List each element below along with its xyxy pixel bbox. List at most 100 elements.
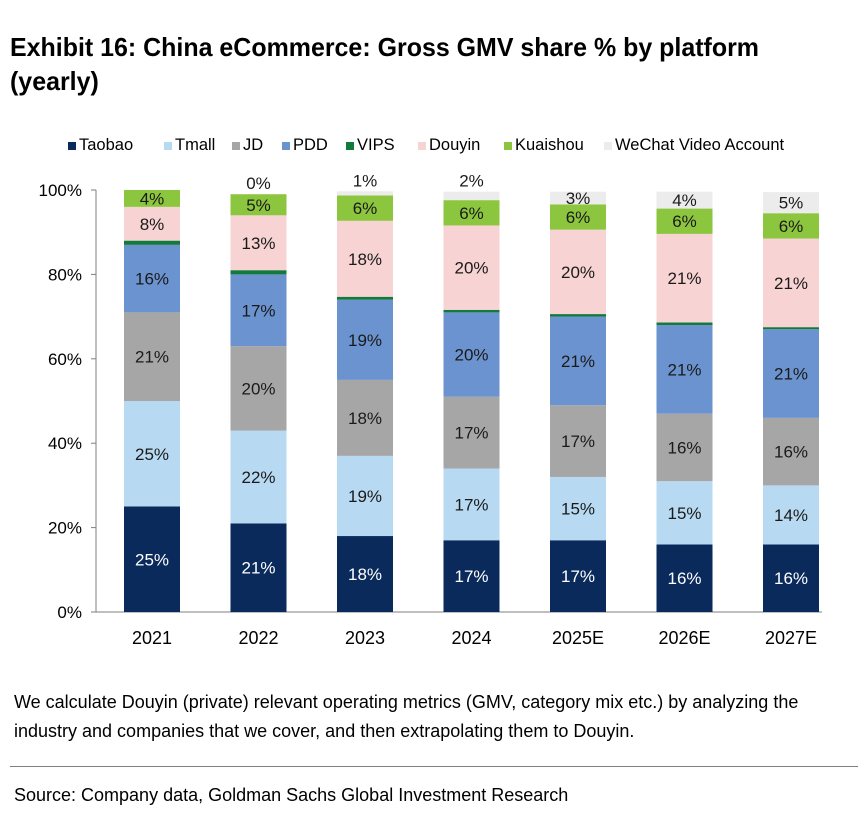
x-tick-label-2022: 2022: [238, 628, 278, 648]
bar-douyin-2025e: [550, 229, 606, 315]
bar-tmall-2024: [443, 468, 500, 541]
data-label-kuaishou-2026e: 6%: [672, 212, 697, 231]
data-label-pdd-2023: 19%: [348, 331, 382, 350]
legend-label-taobao: Taobao: [79, 136, 133, 154]
data-label-kuaishou-2023: 6%: [353, 199, 378, 218]
bar-taobao-2026e: [656, 544, 713, 612]
x-axis: 2021 2022 2023 2024 2025E 2026E 2027E: [132, 628, 817, 648]
source-line: Source: Company data, Goldman Sachs Glob…: [14, 785, 569, 805]
legend-label-tmall: Tmall: [175, 136, 215, 154]
legend-label-vips: VIPS: [357, 136, 395, 154]
data-label-taobao-2023: 18%: [348, 565, 382, 584]
chart-note: We calculate Douyin (private) relevant o…: [14, 692, 799, 741]
bar-douyin-2022: [230, 215, 287, 271]
x-tick-label-2026e: 2026E: [658, 628, 710, 648]
bar-vips-2026e: [656, 322, 713, 326]
data-label-pdd-2027e: 21%: [774, 365, 808, 384]
divider: [10, 766, 858, 767]
y-tick-label: 100%: [39, 181, 82, 200]
chart-title: Exhibit 16: China eCommerce: Gross GMV s…: [10, 32, 759, 96]
legend-swatch-pdd: [282, 142, 290, 150]
bar-taobao-2024: [443, 540, 500, 612]
data-label-douyin-2027e: 21%: [774, 274, 808, 293]
data-label-jd-2021: 21%: [135, 348, 169, 367]
data-label-douyin-2021: 8%: [140, 215, 165, 234]
data-label-kuaishou-2021: 4%: [140, 189, 165, 208]
bar-wechat-video-account-2024: [443, 191, 500, 201]
bar-tmall-2027e: [763, 485, 819, 545]
bar-kuaishou-2023: [337, 195, 393, 221]
data-label-jd-2023: 18%: [348, 409, 382, 428]
data-label-wechat-video-account-2025e: 3%: [566, 189, 591, 208]
bar-douyin-2027e: [763, 238, 819, 328]
data-label-tmall-2025e: 15%: [561, 500, 595, 519]
data-label-wechat-video-account-2022: 0%: [246, 174, 271, 193]
data-label-douyin-2025e: 20%: [561, 263, 595, 282]
data-label-taobao-2024: 17%: [454, 567, 488, 586]
bar-pdd-2025e: [550, 316, 606, 406]
y-tick-label: 0%: [57, 603, 82, 622]
bar-kuaishou-2022: [230, 194, 287, 216]
bar-douyin-2021: [124, 206, 180, 241]
legend-swatch-douyin: [418, 142, 426, 150]
bar-wechat-video-account-2025e: [550, 191, 606, 205]
bar-tmall-2021: [124, 401, 180, 507]
legend-label-jd: JD: [243, 136, 263, 154]
data-label-jd-2026e: 16%: [667, 438, 701, 457]
data-label-pdd-2022: 17%: [241, 301, 275, 320]
bar-kuaishou-2021: [124, 190, 180, 207]
legend-swatch-kuaishou: [504, 142, 512, 150]
bar-jd-2024: [443, 396, 500, 469]
data-label-taobao-2021: 25%: [135, 550, 169, 569]
data-label-jd-2027e: 16%: [774, 443, 808, 462]
x-tick-label-2021: 2021: [132, 628, 172, 648]
data-label-pdd-2026e: 21%: [667, 360, 701, 379]
bar-taobao-2021: [124, 506, 180, 612]
bar-pdd-2027e: [763, 329, 819, 418]
bar-kuaishou-2025e: [550, 204, 606, 230]
bar-jd-2021: [124, 312, 180, 401]
bar-jd-2023: [337, 379, 393, 456]
bar-jd-2022: [230, 346, 287, 431]
bar-kuaishou-2024: [443, 200, 500, 226]
legend-swatch-vips: [346, 142, 354, 150]
data-label-taobao-2025e: 17%: [561, 567, 595, 586]
bar-tmall-2022: [230, 430, 287, 524]
bar-vips-2024: [443, 309, 500, 313]
data-label-pdd-2025e: 21%: [561, 352, 595, 371]
bar-pdd-2023: [337, 299, 393, 380]
x-tick-label-2025e: 2025E: [552, 628, 604, 648]
x-tick-label-2024: 2024: [451, 628, 491, 648]
data-label-taobao-2026e: 16%: [667, 569, 701, 588]
bar-kuaishou-2027e: [763, 213, 819, 239]
legend-swatch-wechat-video-account: [604, 142, 612, 150]
data-label-pdd-2021: 16%: [135, 270, 169, 289]
data-label-tmall-2027e: 14%: [774, 506, 808, 525]
bar-wechat-video-account-2023: [337, 191, 393, 196]
bar-douyin-2024: [443, 225, 500, 310]
data-label-tmall-2022: 22%: [241, 468, 275, 487]
bar-taobao-2022: [230, 523, 287, 612]
bar-taobao-2023: [337, 536, 393, 612]
bar-vips-2022: [230, 270, 287, 275]
bar-pdd-2021: [124, 244, 180, 313]
data-label-tmall-2021: 25%: [135, 445, 169, 464]
bar-vips-2023: [337, 296, 393, 300]
legend-label-pdd: PDD: [293, 136, 328, 154]
data-label-wechat-video-account-2024: 2%: [459, 172, 484, 191]
data-label-douyin-2024: 20%: [454, 259, 488, 278]
data-label-kuaishou-2022: 5%: [246, 196, 271, 215]
data-label-douyin-2022: 13%: [241, 234, 275, 253]
data-label-kuaishou-2024: 6%: [459, 204, 484, 223]
bar-wechat-video-account-2027e: [763, 192, 819, 214]
legend-swatch-jd: [232, 142, 240, 150]
y-tick-label: 80%: [48, 265, 82, 284]
bar-douyin-2026e: [656, 233, 713, 323]
chart-legend: Taobao Tmall JD PDD VIPS Douyin Kuaishou WeChat…: [68, 136, 785, 154]
data-label-taobao-2022: 21%: [241, 559, 275, 578]
legend-label-wechat-video-account: WeChat Video Account: [615, 136, 785, 154]
data-label-tmall-2026e: 15%: [667, 504, 701, 523]
legend-label-douyin: Douyin: [429, 136, 480, 154]
data-label-tmall-2024: 17%: [454, 495, 488, 514]
data-label-pdd-2024: 20%: [454, 346, 488, 365]
